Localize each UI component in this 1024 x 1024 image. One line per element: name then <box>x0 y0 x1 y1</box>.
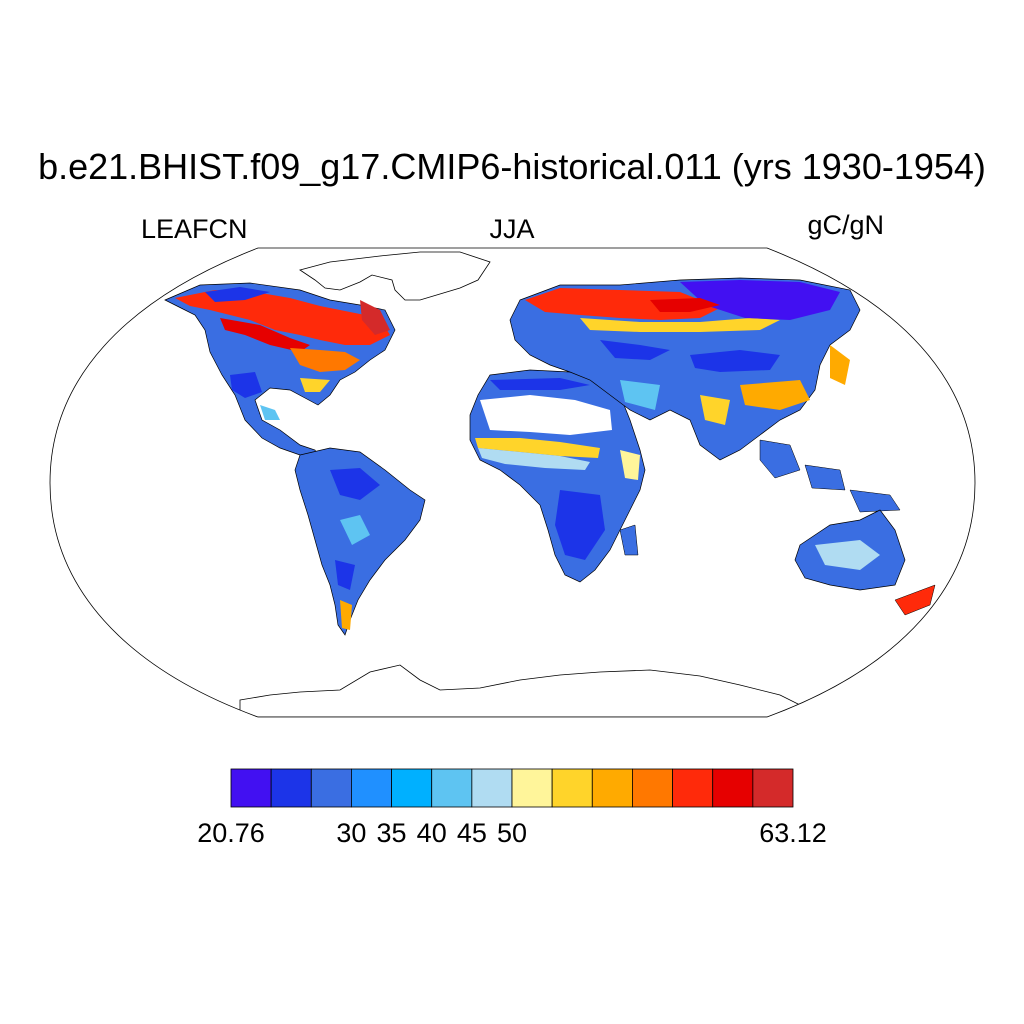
units-label: gC/gN <box>807 210 884 240</box>
colorbar-box <box>351 768 392 808</box>
colorbar-box <box>672 768 714 808</box>
southeast-asia <box>759 439 901 513</box>
colorbar-tick-label: 35 <box>376 818 407 848</box>
australia <box>794 509 936 616</box>
colorbar-tick-label: 40 <box>416 818 447 848</box>
colorbar-box <box>511 768 553 808</box>
north-america <box>164 282 396 461</box>
colorbar <box>230 768 794 808</box>
south-america <box>294 447 426 636</box>
colorbar-box <box>391 768 433 808</box>
plot-title: b.e21.BHIST.f09_g17.CMIP6-historical.011… <box>38 146 986 187</box>
colorbar-box <box>431 768 473 808</box>
colorbar-box <box>551 768 593 808</box>
colorbar-tick-label: 20.76 <box>197 818 265 848</box>
colorbar-tick-label: 50 <box>496 818 528 848</box>
colorbar-box <box>632 768 673 808</box>
colorbar-box <box>712 768 754 808</box>
colorbar-box <box>752 768 794 808</box>
colorbar-box <box>270 768 312 808</box>
eurasia <box>509 277 861 461</box>
colorbar-box <box>310 768 352 808</box>
season-label: JJA <box>489 214 535 244</box>
greenland-outline <box>299 251 491 301</box>
africa <box>469 369 646 583</box>
colorbar-tick-label: 30 <box>336 818 367 848</box>
colorbar-tick-label: 63.12 <box>759 818 827 848</box>
colorbar-tick-label: 45 <box>456 818 487 848</box>
colorbar-box <box>230 768 272 808</box>
colorbar-box <box>471 768 513 808</box>
variable-label: LEAFCN <box>141 214 248 244</box>
colorbar-box <box>591 768 633 808</box>
